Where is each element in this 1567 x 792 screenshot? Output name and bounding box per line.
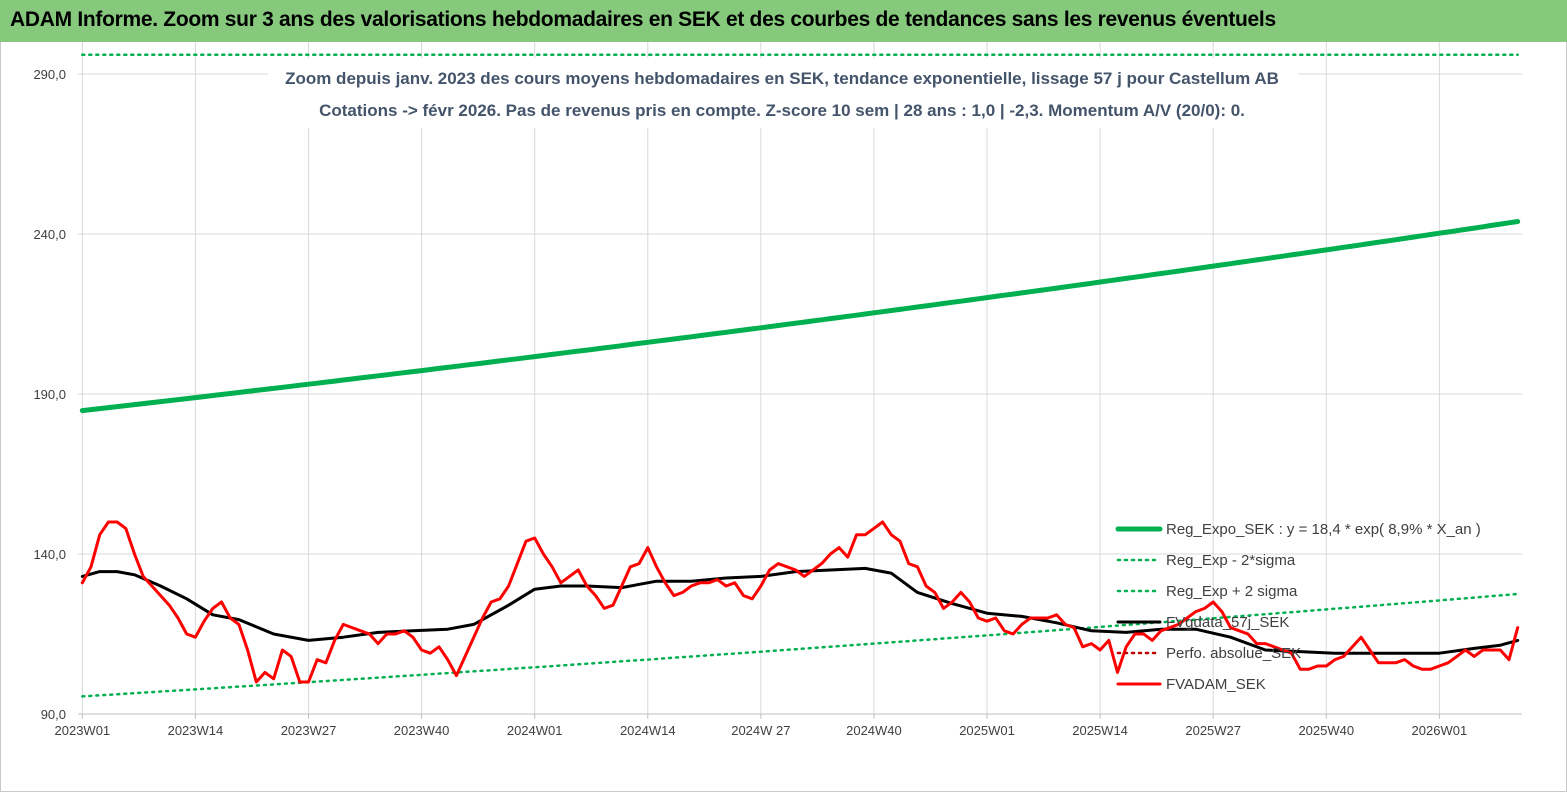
x-tick-label: 2024W14 bbox=[620, 723, 676, 738]
y-tick-label: 190,0 bbox=[33, 387, 66, 402]
x-tick-label: 2025W40 bbox=[1298, 723, 1354, 738]
chart-legend: Reg_Expo_SEK : y = 18,4 * exp( 8,9% * X_… bbox=[1115, 521, 1481, 693]
page-title: ADAM Informe. Zoom sur 3 ans des valoris… bbox=[10, 8, 1276, 31]
legend-label: FVgdata_57j_SEK bbox=[1166, 614, 1289, 631]
legend-label: Reg_Exp + 2 sigma bbox=[1166, 583, 1298, 600]
header-bar: ADAM Informe. Zoom sur 3 ans des valoris… bbox=[0, 0, 1567, 42]
x-tick-label: 2023W40 bbox=[394, 723, 450, 738]
x-tick-label: 2025W14 bbox=[1072, 723, 1128, 738]
x-tick-label: 2023W14 bbox=[168, 723, 224, 738]
x-tick-label: 2024W40 bbox=[846, 723, 902, 738]
y-tick-label: 290,0 bbox=[33, 67, 66, 82]
series-line-1 bbox=[81, 592, 1519, 698]
chart-subtitle-line2: Cotations -> févr 2026. Pas de revenus p… bbox=[319, 101, 1245, 120]
x-tick-label: 2024W 27 bbox=[731, 723, 790, 738]
legend-label: FVADAM_SEK bbox=[1166, 676, 1266, 693]
x-tick-label: 2023W01 bbox=[55, 723, 111, 738]
y-tick-label: 90,0 bbox=[41, 707, 66, 722]
legend-label: Perfo. absolue_SEK bbox=[1166, 645, 1301, 662]
series-line-0 bbox=[79, 219, 1521, 414]
legend-label: Reg_Exp - 2*sigma bbox=[1166, 552, 1296, 569]
x-tick-label: 2025W27 bbox=[1185, 723, 1241, 738]
x-axis-ticks: 2023W01 2023W14 2023W27 2023W40 2024W01 2024W… bbox=[55, 723, 1468, 738]
x-tick-label: 2026W01 bbox=[1412, 723, 1468, 738]
subtitle-background bbox=[268, 58, 1298, 128]
x-tick-label: 2025W01 bbox=[959, 723, 1015, 738]
x-tick-label: 2023W27 bbox=[281, 723, 337, 738]
chart-subtitle-line1: Zoom depuis janv. 2023 des cours moyens … bbox=[285, 69, 1279, 88]
y-axis-ticks: 90,0 140,0 190,0 240,0 290,0 bbox=[33, 67, 66, 722]
x-tick-label: 2024W01 bbox=[507, 723, 563, 738]
y-tick-label: 140,0 bbox=[33, 547, 66, 562]
chart-grid bbox=[78, 42, 1522, 719]
y-tick-label: 240,0 bbox=[33, 227, 66, 242]
series-layer bbox=[79, 53, 1521, 698]
series-line-5 bbox=[80, 520, 1520, 684]
legend-label: Reg_Expo_SEK : y = 18,4 * exp( 8,9% * X_… bbox=[1166, 521, 1481, 538]
series-line-3 bbox=[80, 566, 1520, 655]
